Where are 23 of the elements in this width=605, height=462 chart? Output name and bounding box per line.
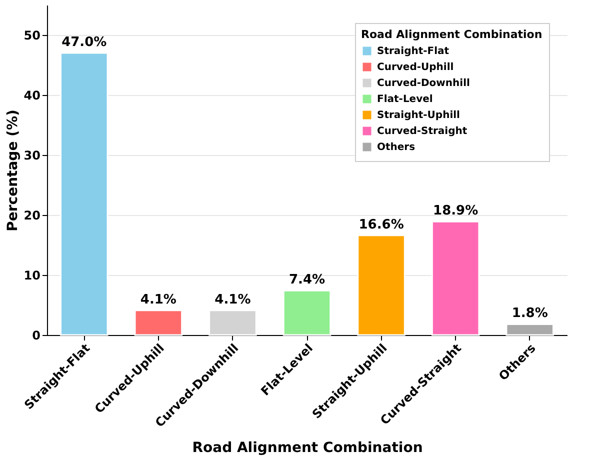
legend-label: Straight-Uphill	[377, 110, 460, 121]
y-tick-label: 40	[24, 88, 40, 102]
data-label: 1.8%	[512, 306, 548, 322]
legend-label: Curved-Uphill	[377, 62, 454, 73]
y-tick-label: 10	[24, 268, 40, 282]
data-label: 4.1%	[214, 292, 251, 308]
x-axis-title: Road Alignment Combination	[192, 440, 423, 456]
y-axis-title: Percentage (%)	[4, 110, 21, 232]
legend-label: Curved-Straight	[377, 126, 468, 137]
legend-label: Straight-Flat	[377, 46, 450, 57]
y-tick-label: 50	[24, 28, 40, 42]
y-tick-label: 30	[24, 148, 40, 162]
y-tick-label: 20	[24, 208, 40, 222]
data-label: 16.6%	[358, 217, 404, 232]
data-label: 4.1%	[140, 292, 176, 308]
legend-title: Road Alignment Combination	[361, 28, 542, 41]
data-label: 47.0%	[62, 35, 107, 50]
legend-label: Flat-Level	[377, 94, 433, 105]
y-tick-label: 0	[32, 328, 40, 342]
data-label: 18.9%	[433, 204, 478, 219]
legend-label: Curved-Downhill	[377, 78, 470, 89]
data-label: 7.4%	[288, 272, 326, 288]
legend-label: Others	[377, 142, 416, 153]
